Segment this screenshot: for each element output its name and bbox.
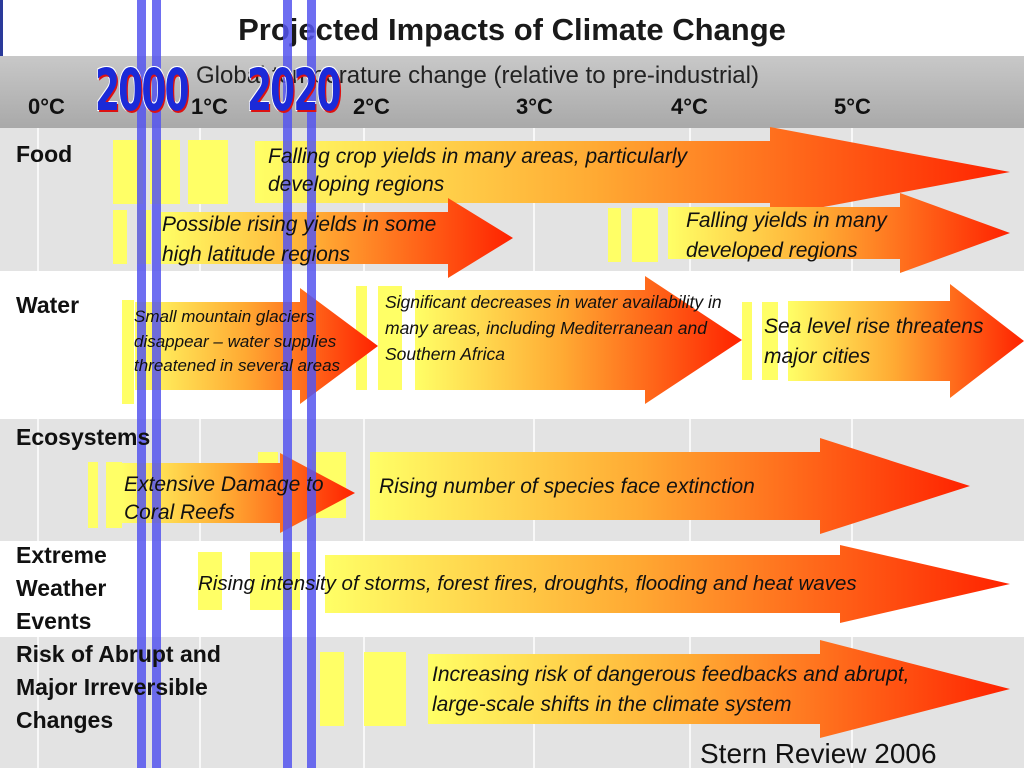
impact-species-extinction: Rising number of species face extinction [379, 475, 755, 498]
impact-glaciers-disappear: Small mountain glaciers disappear – wate… [134, 307, 341, 375]
impact-falling-crop-yields: Falling crop yields in many areas, parti… [268, 145, 688, 196]
tick-4c: 4°C [671, 94, 708, 119]
impact-coral-reefs: Extensive Damage to Coral Reefs [124, 473, 324, 524]
category-abrupt-changes: Risk of Abrupt and Major Irreversible Ch… [16, 641, 221, 733]
impact-falling-yields-developed: Falling yields in many developed regions [686, 209, 887, 262]
tick-2c: 2°C [353, 94, 390, 119]
tick-5c: 5°C [834, 94, 871, 119]
impact-arrows [122, 127, 1024, 738]
impact-water-availability: Significant decreases in water availabil… [385, 292, 722, 364]
impact-extreme-weather: Rising intensity of storms, forest fires… [198, 572, 857, 595]
source-credit: Stern Review 2006 [700, 738, 937, 768]
category-ecosystems: Ecosystems [16, 424, 151, 450]
tick-0c: 0°C [28, 94, 65, 119]
temperature-axis-bar [0, 56, 1024, 128]
category-water: Water [16, 292, 80, 318]
year-marker-lines [137, 0, 316, 768]
impact-abrupt-shifts: Increasing risk of dangerous feedbacks a… [432, 663, 910, 716]
impact-rising-yields-high-latitude: Possible rising yields in some high lati… [162, 213, 437, 266]
impact-sea-level-rise: Sea level rise threatens major cities [764, 315, 984, 368]
year-2020-marker: 2020 [247, 56, 342, 124]
category-food: Food [16, 141, 73, 167]
tick-3c: 3°C [516, 94, 553, 119]
tick-1c: 1°C [191, 94, 228, 119]
category-extreme-weather: Extreme Weather Events [16, 542, 107, 634]
slide-title: Projected Impacts of Climate Change [238, 12, 786, 47]
year-2000-marker: 2000 [95, 56, 190, 124]
